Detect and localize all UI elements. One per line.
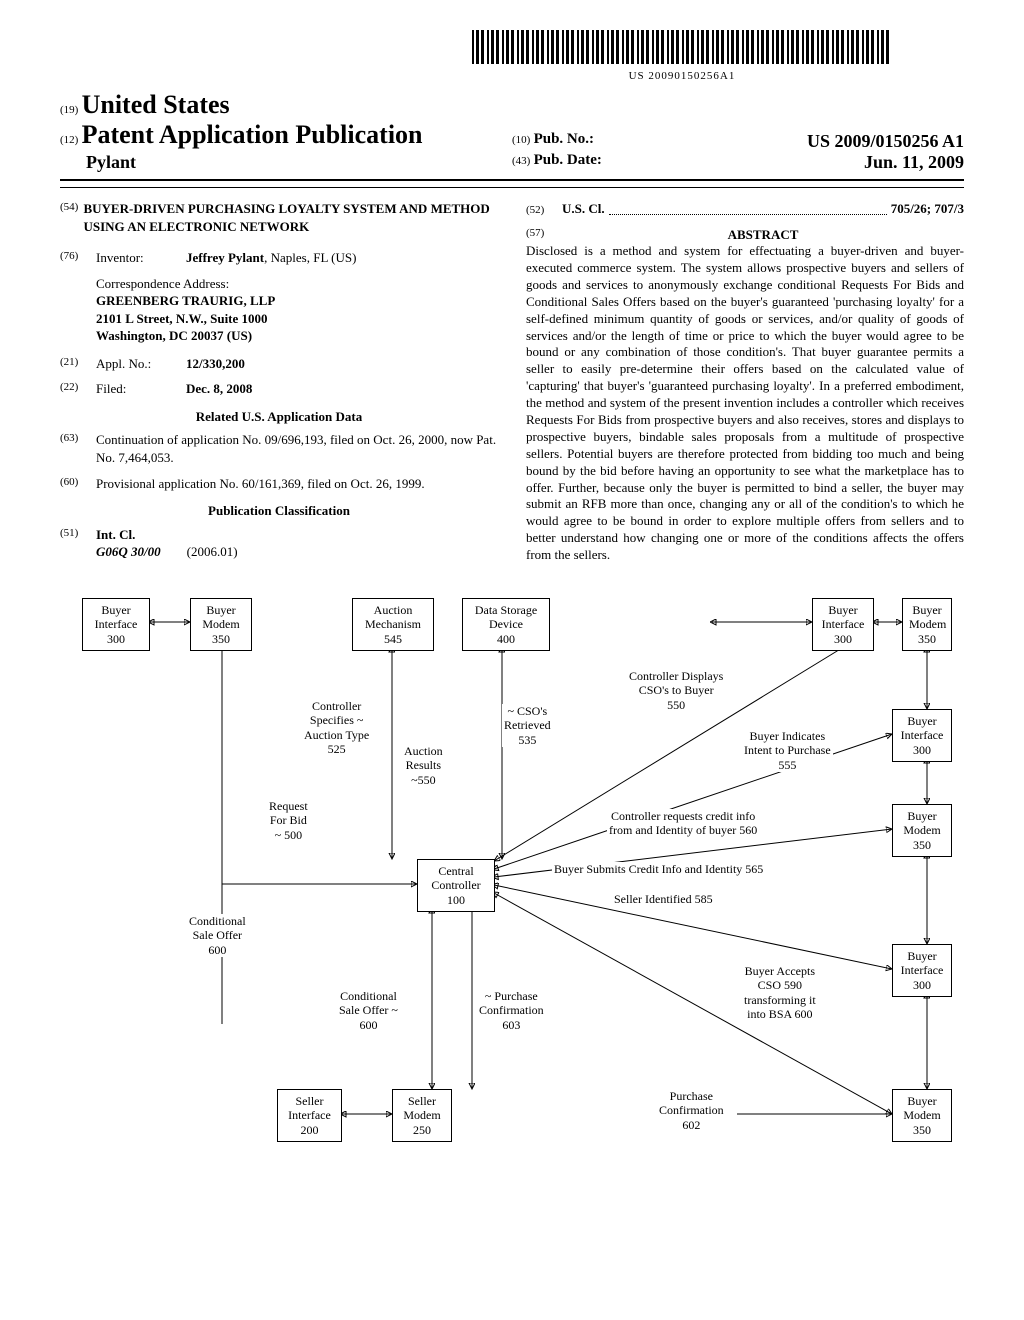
pub-date: Jun. 11, 2009 [864, 152, 964, 173]
classification-head: Publication Classification [60, 502, 498, 520]
abstract-body: Disclosed is a method and system for eff… [526, 243, 964, 564]
pub-date-label: Pub. Date: [534, 152, 602, 168]
box-buyer-modem-tl: BuyerModem350 [190, 598, 252, 651]
biblio-columns: (54) BUYER-DRIVEN PURCHASING LOYALTY SYS… [60, 200, 964, 564]
field-60: (60) [60, 475, 96, 493]
intcl-label: Int. Cl. [96, 527, 135, 542]
box-seller-modem: SellerModem250 [392, 1089, 452, 1142]
field-54: (54) [60, 200, 83, 235]
filed-label: Filed: [96, 380, 186, 398]
label-controller-displays: Controller DisplaysCSO's to Buyer550 [627, 669, 725, 712]
box-buyer-modem-tr: BuyerModem350 [902, 598, 952, 651]
box-auction-mechanism: AuctionMechanism545 [352, 598, 434, 651]
left-column: (54) BUYER-DRIVEN PURCHASING LOYALTY SYS… [60, 200, 498, 564]
right-column: (52) U.S. Cl. 705/26; 707/3 (57) ABSTRAC… [526, 200, 964, 564]
box-seller-interface: SellerInterface200 [277, 1089, 342, 1142]
field-76: (76) [60, 249, 96, 267]
label-auction-results: AuctionResults~550 [402, 744, 445, 787]
label-credit-submit: Buyer Submits Credit Info and Identity 5… [552, 862, 765, 876]
field-43: (43) [512, 155, 530, 167]
abstract-head: ABSTRACT [562, 226, 964, 244]
pub-no: US 2009/0150256 A1 [807, 131, 964, 152]
invention-title: BUYER-DRIVEN PURCHASING LOYALTY SYSTEM A… [83, 200, 498, 235]
provisional-text: Provisional application No. 60/161,369, … [96, 475, 498, 493]
inventor-location: , Naples, FL (US) [264, 250, 356, 265]
label-request-for-bid: RequestFor Bid~ 500 [267, 799, 310, 842]
correspondence-line-1: GREENBERG TRAURIG, LLP [96, 292, 498, 310]
related-data-head: Related U.S. Application Data [60, 408, 498, 426]
label-conditional-sale-offer: ConditionalSale Offer600 [187, 914, 248, 957]
box-buyer-modem-r4: BuyerModem350 [892, 1089, 952, 1142]
appl-no-label: Appl. No.: [96, 355, 186, 373]
label-purchase-confirmation: ~ PurchaseConfirmation603 [477, 989, 546, 1032]
label-buyer-intent: Buyer IndicatesIntent to Purchase555 [742, 729, 833, 772]
box-buyer-interface-tr: BuyerInterface300 [812, 598, 874, 651]
pub-no-label: Pub. No.: [534, 131, 594, 147]
divider-thin [60, 187, 964, 188]
field-63: (63) [60, 431, 96, 466]
inventor-surname: Pylant [60, 152, 512, 173]
barcode-region: US 20090150256A1 [400, 30, 964, 82]
barcode-text: US 20090150256A1 [400, 70, 964, 82]
figure-diagram: BuyerInterface300 BuyerModem350 AuctionM… [72, 594, 952, 1164]
box-central-controller: CentralController100 [417, 859, 495, 912]
label-seller-identified: Seller Identified 585 [612, 892, 715, 906]
field-10: (10) [512, 134, 530, 146]
box-buyer-interface-r1: BuyerInterface300 [892, 709, 952, 762]
dotfill [609, 205, 887, 215]
field-57: (57) [526, 226, 562, 244]
header: (19) United States (12) Patent Applicati… [60, 90, 964, 173]
field-12: (12) [60, 134, 78, 146]
box-data-storage: Data StorageDevice400 [462, 598, 550, 651]
box-buyer-interface-r3: BuyerInterface300 [892, 944, 952, 997]
label-controller-specifies: ControllerSpecifies ~Auction Type525 [302, 699, 371, 757]
box-buyer-interface-tl: BuyerInterface300 [82, 598, 150, 651]
filed-date: Dec. 8, 2008 [186, 381, 252, 396]
field-52: (52) [526, 203, 562, 218]
correspondence-label: Correspondence Address: [96, 275, 498, 293]
field-51: (51) [60, 526, 96, 544]
field-21: (21) [60, 355, 96, 373]
country: United States [82, 90, 230, 119]
diagram-wires [72, 594, 952, 1164]
label-conditional-sale-offer-2: ConditionalSale Offer ~600 [337, 989, 400, 1032]
intcl-date: (2006.01) [187, 544, 238, 559]
continuation-text: Continuation of application No. 09/696,1… [96, 431, 498, 466]
uscl-label: U.S. Cl. [562, 200, 605, 218]
barcode-graphic [472, 30, 892, 64]
label-cso-retrieved: ~ CSO'sRetrieved535 [502, 704, 553, 747]
field-19: (19) [60, 104, 78, 116]
inventor-label: Inventor: [96, 249, 186, 267]
label-buyer-accepts: Buyer AcceptsCSO 590transforming itinto … [742, 964, 818, 1022]
publication-type: Patent Application Publication [82, 120, 423, 149]
inventor-name: Jeffrey Pylant [186, 250, 264, 265]
appl-no: 12/330,200 [186, 356, 245, 371]
label-credit-request: Controller requests credit infofrom and … [607, 809, 759, 838]
correspondence-line-2: 2101 L Street, N.W., Suite 1000 [96, 310, 498, 328]
uscl-value: 705/26; 707/3 [891, 200, 964, 218]
label-purchase-confirmation-2: PurchaseConfirmation602 [657, 1089, 726, 1132]
intcl-code: G06Q 30/00 [96, 544, 161, 559]
field-22: (22) [60, 380, 96, 398]
divider-thick [60, 179, 964, 181]
correspondence-line-3: Washington, DC 20037 (US) [96, 327, 498, 345]
box-buyer-modem-r2: BuyerModem350 [892, 804, 952, 857]
